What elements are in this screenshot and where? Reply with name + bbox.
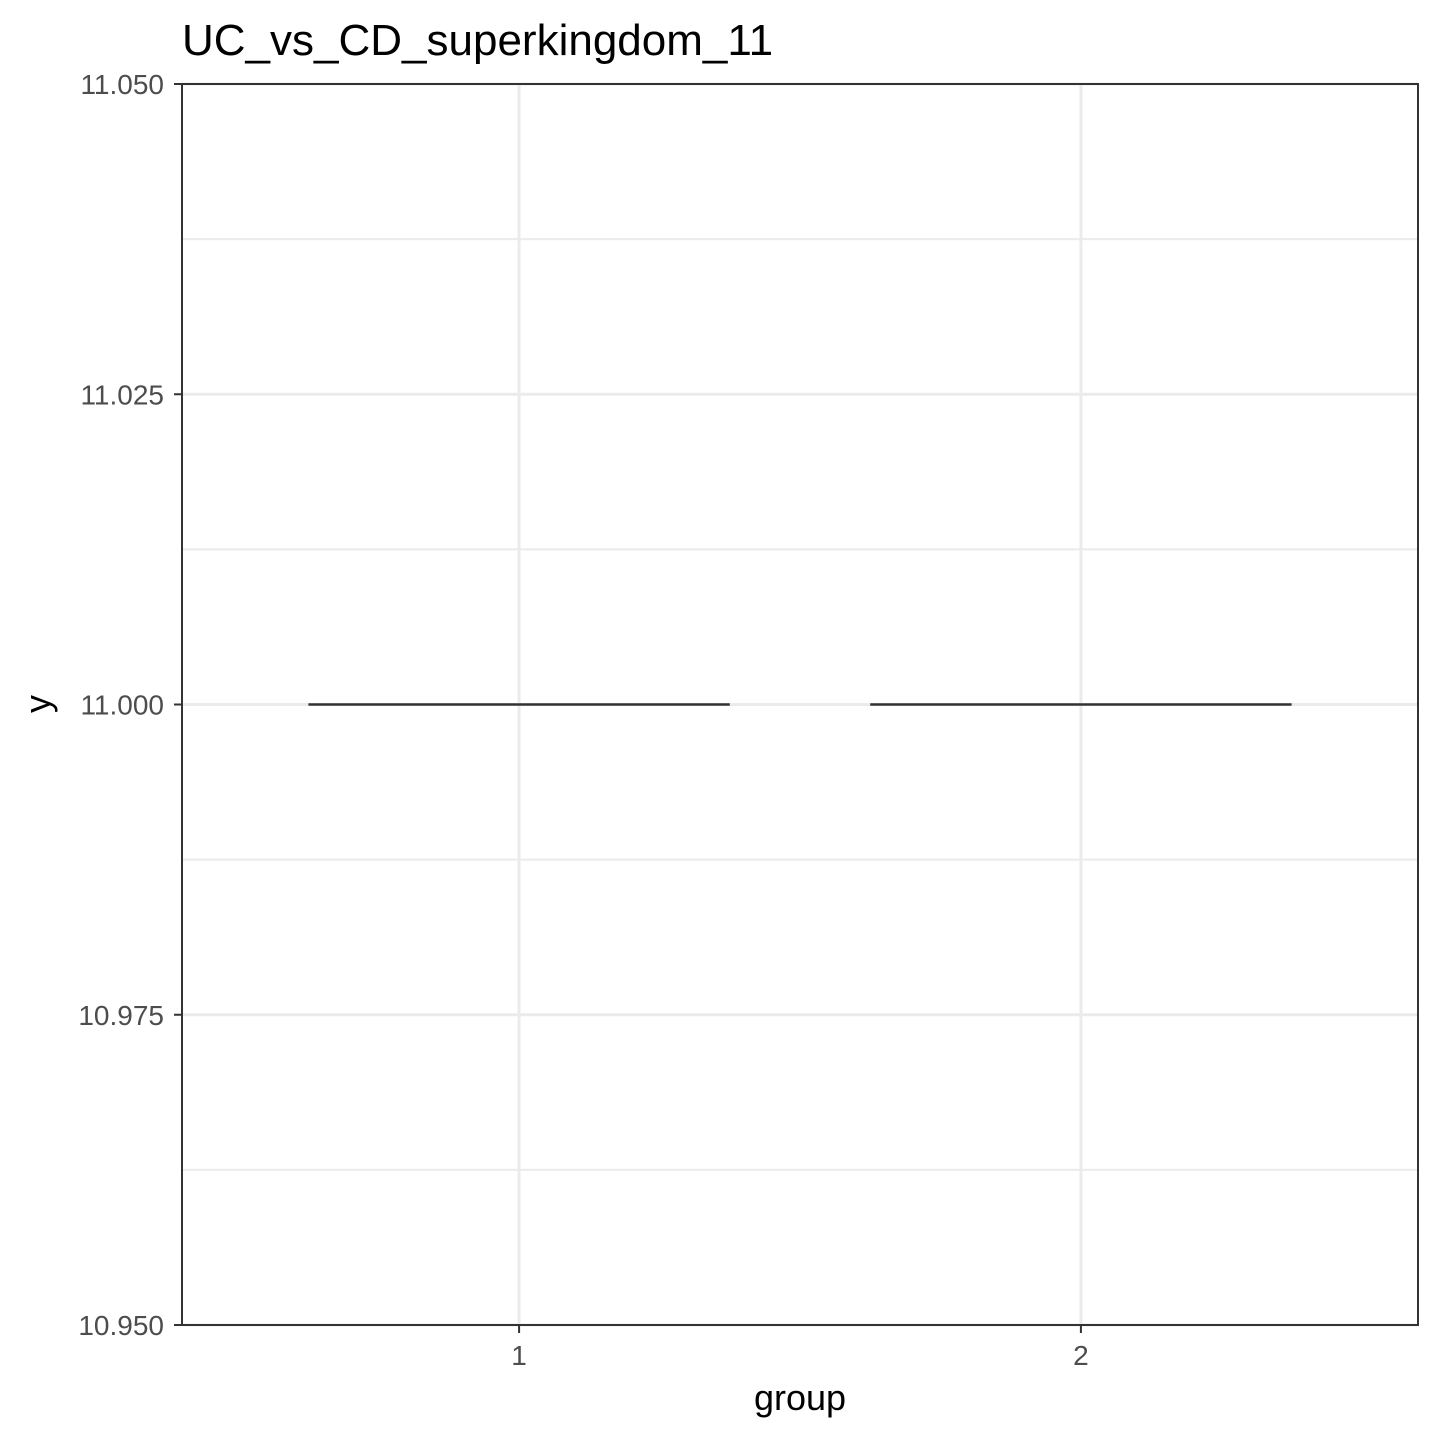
y-tick-label: 11.050 (80, 69, 164, 100)
x-axis-title: group (754, 1377, 846, 1418)
y-tick-label: 11.000 (80, 690, 164, 721)
y-axis: 10.950 10.975 11.000 11.025 11.050 (78, 69, 182, 1341)
y-tick-label: 10.950 (78, 1310, 164, 1341)
y-tick-label: 10.975 (78, 1000, 164, 1031)
y-tick-label: 11.025 (80, 379, 164, 410)
x-tick-label: 1 (511, 1340, 527, 1371)
y-axis-title: y (17, 695, 58, 713)
chart-title: UC_vs_CD_superkingdom_11 (182, 16, 773, 65)
x-tick-label: 2 (1073, 1340, 1089, 1371)
